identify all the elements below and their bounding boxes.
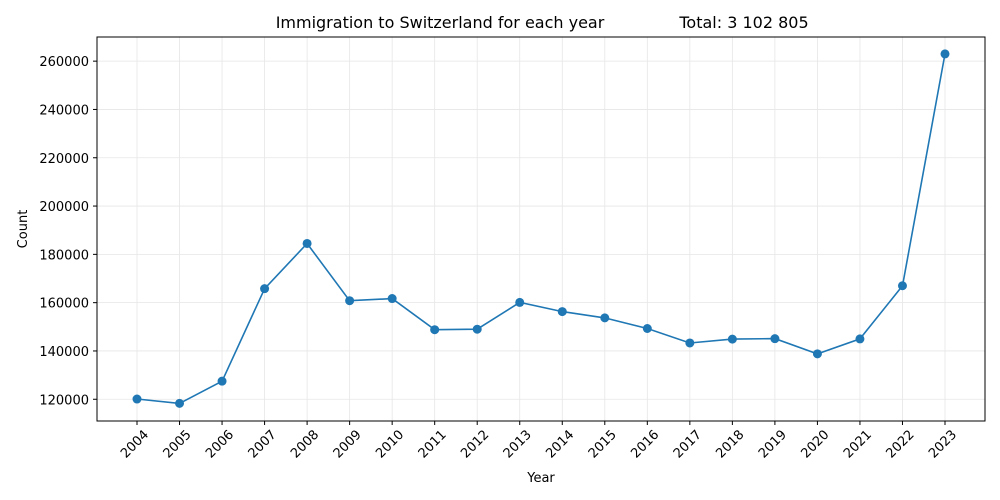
data-point [897, 281, 907, 291]
data-point [855, 334, 865, 344]
data-point [515, 297, 525, 307]
y-axis-ticks: 120000 140000 160000 180000 200000 220000 2400… [39, 55, 97, 408]
series-immigration [132, 49, 950, 408]
data-point [430, 325, 440, 335]
x-tick-label: 2012 [458, 427, 492, 461]
x-tick-label: 2017 [671, 427, 705, 461]
data-point [175, 398, 185, 408]
y-tick-label: 160000 [39, 297, 89, 312]
data-point [642, 324, 652, 334]
data-point [260, 284, 270, 294]
data-point [940, 49, 950, 59]
data-point [600, 313, 610, 323]
y-tick-label: 120000 [39, 393, 89, 408]
series-line [136, 53, 946, 405]
x-tick-label: 2013 [501, 427, 535, 461]
total-label: Total: 3 102 805 [678, 13, 808, 32]
x-axis-label: Year [526, 471, 555, 486]
data-point [727, 334, 737, 344]
x-tick-label: 2010 [373, 427, 407, 461]
x-tick-label: 2009 [331, 427, 365, 461]
x-tick-label: 2015 [586, 427, 620, 461]
x-tick-label: 2016 [628, 427, 662, 461]
x-tick-label: 2022 [884, 427, 918, 461]
y-tick-label: 260000 [39, 55, 89, 70]
y-tick-label: 180000 [39, 248, 89, 263]
data-point [557, 307, 567, 317]
x-tick-label: 2023 [926, 427, 960, 461]
x-tick-label: 2007 [246, 427, 280, 461]
x-axis-ticks: 2004 2005 2006 2007 2008 2009 2010 2011 2012 2013… [118, 421, 960, 461]
x-tick-label: 2004 [118, 427, 152, 461]
y-tick-label: 240000 [39, 103, 89, 118]
data-point [770, 334, 780, 344]
data-point [685, 338, 695, 348]
x-tick-label: 2011 [416, 427, 450, 461]
x-tick-label: 2020 [798, 427, 832, 461]
x-tick-label: 2005 [161, 427, 195, 461]
data-point [345, 296, 355, 306]
x-tick-label: 2006 [203, 427, 237, 461]
data-point [472, 324, 482, 334]
data-point [812, 349, 822, 359]
axes-frame [96, 36, 986, 422]
y-tick-label: 140000 [39, 345, 89, 360]
data-point [132, 394, 142, 404]
grid-lines [97, 37, 985, 421]
x-tick-label: 2021 [841, 427, 875, 461]
y-tick-label: 200000 [39, 200, 89, 215]
data-point [387, 294, 397, 304]
data-point [302, 238, 312, 248]
y-tick-label: 220000 [39, 152, 89, 167]
x-tick-label: 2008 [288, 427, 322, 461]
x-tick-label: 2018 [713, 427, 747, 461]
x-tick-label: 2019 [756, 427, 790, 461]
chart-title: Immigration to Switzerland for each year [276, 13, 605, 32]
x-tick-label: 2014 [543, 427, 577, 461]
y-axis-label: Count [16, 210, 31, 249]
data-point [217, 376, 227, 386]
